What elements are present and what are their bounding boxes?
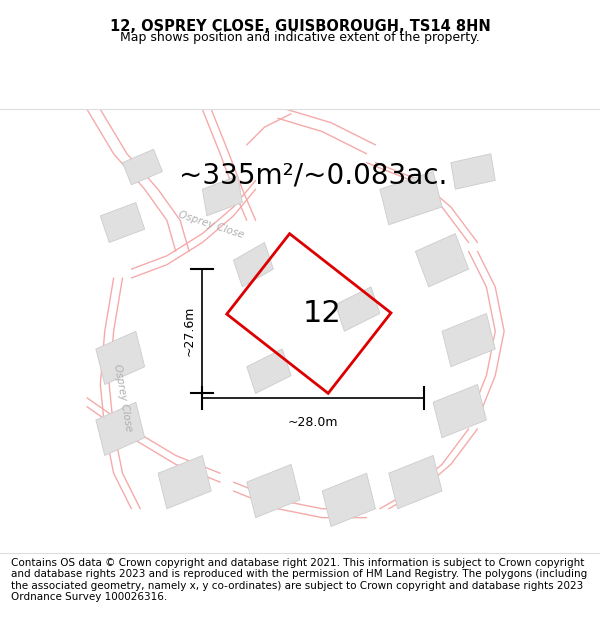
Polygon shape [451,154,495,189]
Polygon shape [247,464,300,518]
Text: Contains OS data © Crown copyright and database right 2021. This information is : Contains OS data © Crown copyright and d… [11,558,587,602]
Polygon shape [433,384,487,438]
Polygon shape [380,171,442,225]
Polygon shape [247,349,291,393]
Polygon shape [233,242,274,287]
Text: Osprey Close: Osprey Close [112,363,133,432]
Text: ~27.6m: ~27.6m [183,306,196,356]
Polygon shape [122,149,163,185]
Text: Osprey Close: Osprey Close [177,209,245,240]
Text: ~335m²/~0.083ac.: ~335m²/~0.083ac. [179,162,448,190]
Polygon shape [322,473,376,526]
Polygon shape [100,202,145,242]
Text: 12: 12 [303,299,341,328]
Polygon shape [158,456,211,509]
Text: ~28.0m: ~28.0m [288,416,338,429]
Polygon shape [389,456,442,509]
Polygon shape [442,314,495,367]
Polygon shape [202,176,242,216]
Polygon shape [335,287,380,331]
Polygon shape [96,402,145,456]
Text: Map shows position and indicative extent of the property.: Map shows position and indicative extent… [120,31,480,44]
Polygon shape [415,234,469,287]
Polygon shape [96,331,145,384]
Text: 12, OSPREY CLOSE, GUISBOROUGH, TS14 8HN: 12, OSPREY CLOSE, GUISBOROUGH, TS14 8HN [110,19,490,34]
